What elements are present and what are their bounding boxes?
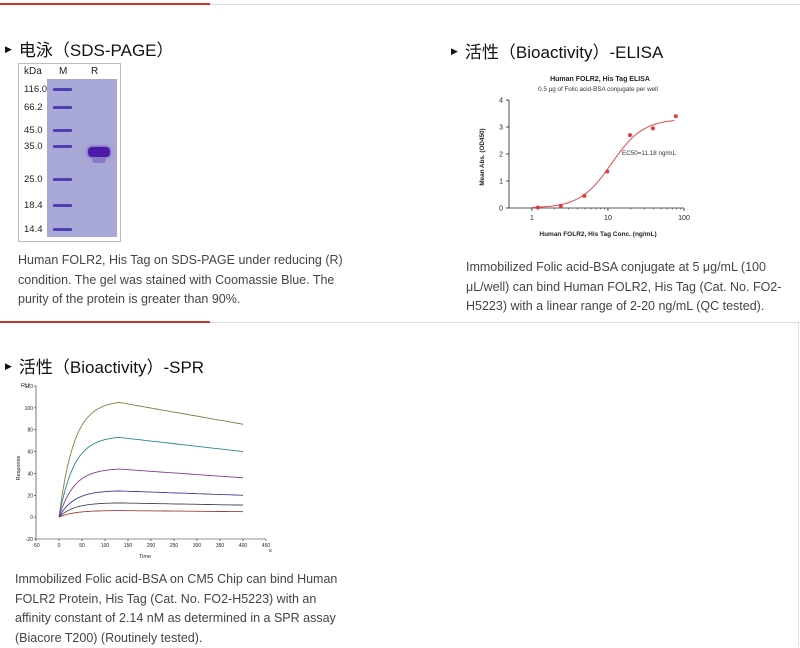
sample-band-lower [92, 157, 106, 163]
spr-x-tick-label: 50 [79, 543, 85, 549]
gel-header-kda: kDa [24, 66, 42, 77]
bullet-triangle-icon: ▶ [451, 46, 458, 57]
elisa-data-point [628, 133, 632, 137]
elisa-x-tick-label: 10 [604, 215, 612, 222]
marker-label: 14.4 [24, 224, 43, 235]
elisa-desc-line: μL/well) can bind Human FOLR2, His Tag (… [466, 278, 796, 298]
elisa-y-tick-label: 4 [499, 98, 503, 105]
elisa-data-point [674, 114, 678, 118]
marker-label: 116.0 [24, 84, 47, 95]
spr-x-tick-label: 250 [170, 543, 179, 549]
spr-y-tick-label: 40 [27, 471, 33, 477]
marker-label: 45.0 [24, 125, 43, 136]
spr-sensorgram-line [59, 503, 243, 517]
marker-band [53, 178, 72, 181]
elisa-chart-title: Human FOLR2, His Tag ELISA [550, 76, 650, 83]
marker-band [53, 145, 72, 148]
spr-title-text: 活性（Bioactivity）-SPR [19, 358, 204, 377]
elisa-data-point [582, 194, 586, 198]
elisa-data-point [651, 126, 655, 130]
spr-x-tick-label: 300 [193, 543, 202, 549]
elisa-y-tick-label: 1 [499, 179, 503, 186]
elisa-data-point [605, 170, 609, 174]
elisa-data-point [536, 205, 540, 209]
elisa-x-tick-label: 1 [530, 215, 534, 222]
spr-y-tick-label: 80 [27, 428, 33, 434]
middle-divider-accent [0, 321, 210, 323]
gel-lane-area [47, 79, 117, 237]
spr-y-axis-label: Response [16, 456, 22, 481]
marker-label: 35.0 [24, 141, 43, 152]
elisa-desc-line: Immobilized Folic acid-BSA conjugate at … [466, 258, 796, 278]
elisa-y-tick-label: 0 [499, 206, 503, 213]
sds-title-text: 电泳（SDS-PAGE） [19, 41, 174, 60]
sds-section-title: ▶ 电泳（SDS-PAGE） [5, 36, 174, 61]
spr-x-tick-label: 150 [124, 543, 133, 549]
spr-x-tick-label: 200 [147, 543, 156, 549]
elisa-chart: Human FOLR2, His Tag ELISA 0.5 μg of Fol… [470, 72, 710, 242]
spr-x-tick-label: 0 [58, 543, 61, 549]
spr-y-tick-label: 120 [25, 384, 34, 390]
elisa-chart-subtitle: 0.5 μg of Folic acid-BSA conjugate per w… [538, 86, 658, 93]
elisa-data-point [559, 204, 563, 208]
elisa-fit-curve [532, 121, 675, 208]
top-divider-accent [0, 3, 210, 5]
spr-x-tick-label: -50 [32, 543, 39, 549]
spr-description: Immobilized Folic acid-BSA on CM5 Chip c… [15, 570, 375, 648]
spr-y-tick-label: 0 [30, 515, 33, 521]
spr-y-tick-label: 100 [25, 406, 34, 412]
sample-band [88, 147, 110, 157]
elisa-y-axis-label: Mean Abs. (OD450) [479, 128, 486, 185]
marker-band [53, 106, 72, 109]
marker-band [53, 204, 72, 207]
sds-description: Human FOLR2, His Tag on SDS-PAGE under r… [18, 251, 378, 310]
spr-x-tick-label: 400 [239, 543, 248, 549]
gel-header-marker: M [59, 66, 67, 77]
gel-header-reducing: R [91, 66, 98, 77]
sds-desc-line: Human FOLR2, His Tag on SDS-PAGE under r… [18, 251, 378, 271]
marker-band [53, 88, 72, 91]
right-border [798, 322, 799, 646]
marker-label: 66.2 [24, 102, 43, 113]
spr-y-tick-label: 20 [27, 493, 33, 499]
spr-x-axis-label: Time [139, 554, 151, 560]
spr-x-tick-label: 100 [101, 543, 110, 549]
bullet-triangle-icon: ▶ [5, 361, 12, 372]
marker-band [53, 228, 72, 231]
elisa-desc-line: H5223) with a linear range of 2-20 ng/mL… [466, 297, 796, 317]
marker-band [53, 129, 72, 132]
elisa-x-axis-label: Human FOLR2, His Tag Conc. (ng/mL) [539, 231, 656, 238]
spr-chart: RU Response Time s -20020406080100120-50… [14, 380, 276, 562]
spr-y-tick-label: 60 [27, 450, 33, 456]
sds-desc-line: condition. The gel was stained with Coom… [18, 271, 378, 291]
elisa-title-text: 活性（Bioactivity）-ELISA [465, 43, 663, 62]
sds-desc-line: purity of the protein is greater than 90… [18, 290, 378, 310]
spr-sensorgram-line [59, 511, 243, 517]
spr-desc-line: FOLR2 Protein, His Tag (Cat. No. FO2-H52… [15, 590, 375, 610]
spr-x-tick-label: 450 [262, 543, 271, 549]
bullet-triangle-icon: ▶ [5, 44, 12, 55]
spr-sensorgram-line [59, 469, 243, 517]
marker-label: 25.0 [24, 174, 43, 185]
elisa-ec50-annotation: EC50=11.18 ng/mL [622, 150, 676, 157]
spr-sensorgram-line [59, 491, 243, 517]
spr-sensorgram-line [59, 402, 243, 517]
top-divider [0, 4, 800, 5]
elisa-y-tick-label: 3 [499, 125, 503, 132]
spr-desc-line: affinity constant of 2.14 nM as determin… [15, 609, 375, 629]
spr-x-tick-label: 350 [216, 543, 225, 549]
marker-label: 18.4 [24, 200, 43, 211]
middle-divider [0, 322, 800, 323]
elisa-description: Immobilized Folic acid-BSA conjugate at … [466, 258, 796, 317]
elisa-y-tick-label: 2 [499, 152, 503, 159]
elisa-section-title: ▶ 活性（Bioactivity）-ELISA [451, 38, 663, 63]
spr-desc-line: (Biacore T200) (Routinely tested). [15, 629, 375, 648]
elisa-x-tick-label: 100 [678, 215, 690, 222]
spr-desc-line: Immobilized Folic acid-BSA on CM5 Chip c… [15, 570, 375, 590]
spr-section-title: ▶ 活性（Bioactivity）-SPR [5, 353, 204, 378]
